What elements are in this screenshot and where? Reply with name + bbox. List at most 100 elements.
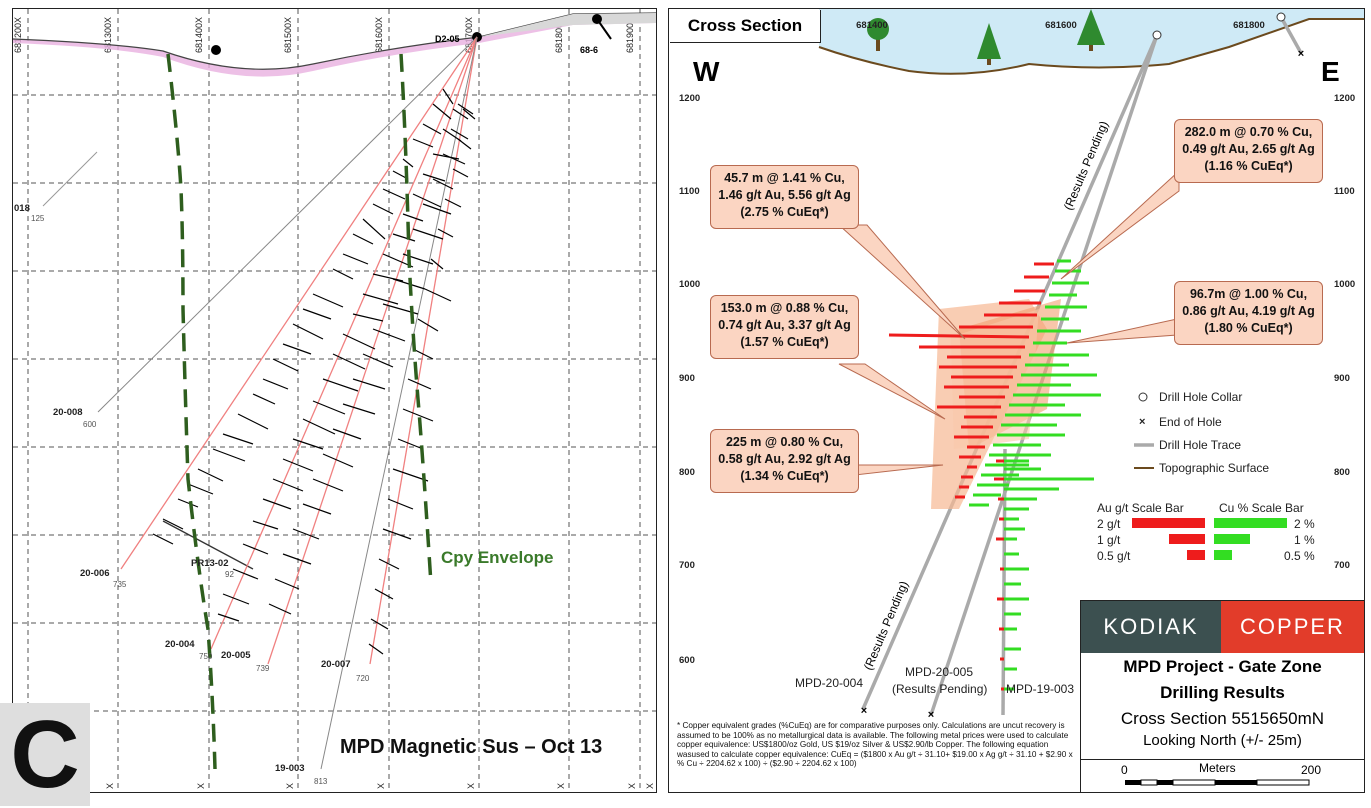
elev-label: 800 <box>679 467 695 478</box>
callout-pointer <box>854 464 944 476</box>
assay-callout: 282.0 m @ 0.70 % Cu, 0.49 g/t Au, 2.65 g… <box>1174 119 1323 183</box>
grid-x-label: 681300X <box>103 17 113 53</box>
scale-segment <box>1125 780 1141 785</box>
cross-section-map: 681400 681600 681800 W E 1200 1100 1000 … <box>679 9 1364 721</box>
grid-lines <box>13 9 656 792</box>
elevation-labels-right: 1200 1100 1000 900 800 700 <box>1334 93 1355 571</box>
assay-callout: 153.0 m @ 0.88 % Cu, 0.74 g/t Au, 3.37 g… <box>710 295 859 359</box>
end-of-hole-marker: × <box>928 709 934 721</box>
au-scale-bar-2 <box>1132 518 1205 528</box>
elev-label: 1100 <box>1334 186 1355 197</box>
hole-label-mpd-20-004: MPD-20-004 <box>795 676 863 690</box>
elev-label: 800 <box>1334 467 1350 478</box>
hole-label-018: 018 <box>14 203 30 214</box>
grid-x-label: 681200X <box>13 17 23 53</box>
legend-trace-label: Drill Hole Trace <box>1159 438 1241 452</box>
mag-sus-histograms <box>152 88 476 655</box>
legend: Drill Hole Collar × End of Hole Drill Ho… <box>1134 390 1269 475</box>
map-scale-bar-graphic: 0 Meters 200 <box>1121 761 1321 786</box>
au-scale-bar-05 <box>1187 550 1205 560</box>
callout-line: (2.75 % CuEq*) <box>740 205 829 219</box>
drill-trace-20-008 <box>97 36 478 413</box>
collar-label: D2-05 <box>435 34 460 44</box>
mag-histogram-20-004 <box>217 108 469 622</box>
callout-line: 225 m @ 0.80 % Cu, <box>725 435 844 449</box>
grid-x-bottom-label: X <box>105 783 115 789</box>
scale-min-label: 0 <box>1121 763 1128 777</box>
depth-label: 720 <box>356 674 370 683</box>
cpy-envelope-east <box>399 53 433 585</box>
grid-x-label: 681800X <box>554 17 564 53</box>
callout-pointer <box>838 363 946 420</box>
assay-callout: 225 m @ 0.80 % Cu, 0.58 g/t Au, 2.92 g/t… <box>710 429 859 493</box>
depth-label: 739 <box>256 664 270 673</box>
grid-x-bottom-label: X <box>466 783 476 789</box>
collar-marker <box>1276 12 1286 22</box>
eoh-legend-icon: × <box>1139 416 1145 428</box>
callout-line: 1.46 g/t Au, 5.56 g/t Ag <box>718 188 851 202</box>
au-scale-label: 2 g/t <box>1097 517 1121 531</box>
cu-assay-histogram <box>969 259 1101 691</box>
callout-line: 0.74 g/t Au, 3.37 g/t Ag <box>718 318 851 332</box>
cueq-footnote: * Copper equivalent grades (%CuEq) are f… <box>677 721 1073 769</box>
drill-trace-19-003 <box>320 36 478 770</box>
callout-line: (1.57 % CuEq*) <box>740 335 829 349</box>
cu-scale-label: 2 % <box>1294 517 1315 531</box>
drill-trace-68-6 <box>596 18 612 40</box>
depth-labels: 125 600 735 92 750 739 720 813 <box>31 214 370 786</box>
legend-topo-label: Topographic Surface <box>1159 461 1269 475</box>
project-title: MPD Project - Gate Zone <box>1123 657 1322 676</box>
hole-label-20-004: 20-004 <box>165 639 195 650</box>
depth-label: 813 <box>314 777 328 786</box>
hole-label-20-006: 20-006 <box>80 568 110 579</box>
callout-line: 0.49 g/t Au, 2.65 g/t Ag <box>1182 142 1315 156</box>
easting-label: 681600 <box>1045 20 1077 31</box>
depth-label: 125 <box>31 214 45 223</box>
scale-segment <box>1215 780 1257 785</box>
elev-label: 1000 <box>679 279 700 290</box>
grid-x-label: 681500X <box>283 17 293 53</box>
cpy-envelope-west <box>166 53 217 770</box>
cu-scale-bar-05 <box>1214 550 1232 560</box>
grid-x-bottom-label: X <box>627 783 637 789</box>
drill-trace-20-004 <box>210 36 478 650</box>
cu-scale-label: 1 % <box>1294 533 1315 547</box>
hole-label-19-003: 19-003 <box>275 763 305 774</box>
elev-label: 1200 <box>679 93 700 104</box>
panel-letter: C <box>0 703 90 806</box>
assay-callout: 45.7 m @ 1.41 % Cu, 1.46 g/t Au, 5.56 g/… <box>710 165 859 229</box>
elev-label: 700 <box>1334 560 1350 571</box>
grid-x-bottom-label: X <box>376 783 386 789</box>
callout-line: 153.0 m @ 0.88 % Cu, <box>720 301 849 315</box>
magnetic-section-title: MPD Magnetic Sus – Oct 13 <box>340 736 602 758</box>
elev-label: 900 <box>1334 373 1350 384</box>
cu-scale-bar-2 <box>1214 518 1287 528</box>
scale-segment <box>1157 780 1173 785</box>
depth-label: 600 <box>83 420 97 429</box>
looking-title: Looking North (+/- 25m) <box>1143 732 1302 749</box>
grid-x-bottom-label: X <box>196 783 206 789</box>
grid-x-bottom-labels: X X X X X X X X <box>105 783 655 789</box>
cu-scale-title: Cu % Scale Bar <box>1219 501 1304 515</box>
drill-trace-east <box>1279 16 1303 54</box>
easting-label: 681400 <box>856 20 888 31</box>
au-scale-title: Au g/t Scale Bar <box>1097 501 1184 515</box>
drill-trace-pr13-02 <box>162 520 254 570</box>
tree-icon <box>867 18 889 51</box>
callout-line: 45.7 m @ 1.41 % Cu, <box>724 171 845 185</box>
callout-line: 0.86 g/t Au, 4.19 g/t Ag <box>1182 304 1315 318</box>
cross-section-panel: 681400 681600 681800 W E 1200 1100 1000 … <box>668 8 1365 793</box>
cross-section-title: Cross Section <box>670 10 821 43</box>
grid-x-bottom-label: X <box>556 783 566 789</box>
au-assay-histogram <box>888 262 1054 691</box>
callout-line: 0.58 g/t Au, 2.92 g/t Ag <box>718 452 851 466</box>
hole-name-labels: MPD-20-004 MPD-20-005 (Results Pending) … <box>795 665 1074 696</box>
grid-x-label: 681700X <box>464 17 474 53</box>
callout-line: (1.80 % CuEq*) <box>1204 321 1293 335</box>
topographic-surface <box>13 12 656 70</box>
legend-eoh-label: End of Hole <box>1159 415 1222 429</box>
company-logo-left: KODIAK <box>1081 601 1221 653</box>
drill-traces <box>42 36 478 770</box>
map-scale-bar: 0 Meters 200 <box>1081 759 1364 792</box>
scale-segment <box>1140 779 1158 786</box>
